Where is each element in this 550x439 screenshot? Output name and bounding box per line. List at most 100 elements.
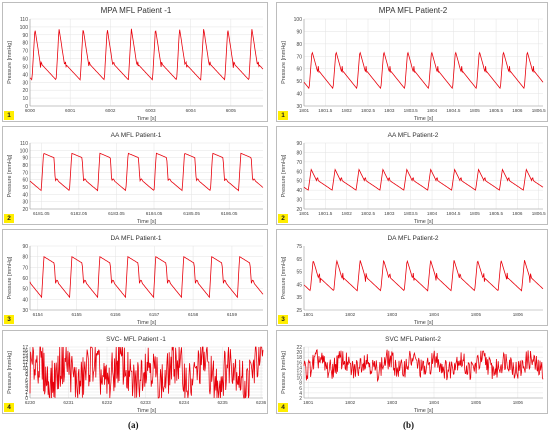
y-tick-label: 50: [296, 79, 302, 85]
x-tick-label: 1801: [299, 211, 310, 216]
y-tick-label: 90: [296, 141, 302, 147]
y-tick-label: 55: [296, 270, 302, 276]
y-tick-label: 90: [22, 244, 28, 250]
chart-panel: DA MFL Patient-1 30 40 50 60 70 80 90 6154 6155 61…: [2, 229, 268, 326]
x-tick-label: 1805.5: [489, 108, 503, 113]
x-tick-label: 6235: [217, 400, 228, 405]
series-line: [303, 349, 544, 383]
x-tick-label: 1802: [345, 400, 356, 405]
y-axis-label: Pressure [mmHg]: [7, 256, 13, 299]
x-tick-label: 1806: [513, 312, 524, 317]
x-tick-label: 1806: [513, 400, 524, 405]
y-axis-label: Pressure [mmHg]: [281, 256, 287, 299]
y-tick-label: 70: [22, 170, 28, 176]
x-tick-label: 1801.5: [318, 211, 332, 216]
y-tick-label: 70: [296, 160, 302, 166]
y-tick-label: 70: [296, 54, 302, 60]
x-tick-label: 6155: [71, 312, 82, 317]
y-tick-label: 75: [296, 244, 302, 250]
x-tick-label: 6230: [25, 400, 36, 405]
x-tick-label: 1802: [342, 211, 353, 216]
x-tick-label: 1803: [387, 400, 398, 405]
x-tick-label: 1806: [512, 211, 523, 216]
x-tick-label: 1804: [427, 108, 438, 113]
y-tick-label: 80: [296, 150, 302, 156]
chart-svg: AA MFL Patient-2 20 30 40 50 60 70 80 90 1801 1801…: [281, 132, 546, 225]
chart-panel: DA MFL Patient-2 25 35 45 55 65 75 1801 1802 1803…: [276, 229, 548, 326]
series-line: [29, 346, 264, 399]
x-tick-label: 1802.5: [361, 108, 375, 113]
chart-panel: AA MFL Patient-1 20 30 40 50 60 70 80 90 100 110 61…: [2, 126, 268, 225]
y-axis-label: Pressure [mmHg]: [7, 154, 13, 197]
y-axis-label: Pressure [mmHg]: [7, 351, 13, 394]
x-tick-label: 1804.5: [446, 211, 460, 216]
y-tick-label: 40: [22, 192, 28, 198]
x-tick-label: 1805: [471, 312, 482, 317]
x-tick-label: 6159: [227, 312, 238, 317]
chart-panel: SVC MFL Patient-2 2 4 6 8 10 12 14 16 18 20 22 1801 1…: [276, 330, 548, 414]
y-tick-label: 20: [296, 207, 302, 213]
caption-left: (a): [128, 420, 139, 430]
y-tick-label: 0: [25, 104, 28, 110]
x-tick-label: 1805: [470, 211, 481, 216]
x-tick-label: 1804: [429, 312, 440, 317]
y-tick-label: 50: [22, 185, 28, 191]
y-tick-label: 11: [23, 363, 28, 369]
x-tick-label: 1802: [345, 312, 356, 317]
x-tick-label: 1803: [384, 211, 395, 216]
y-tick-label: 80: [22, 255, 28, 261]
y-tick-label: 4: [25, 384, 28, 390]
y-tick-label: 110: [20, 141, 28, 147]
chart-title: MPA MFL Patient-2: [379, 6, 448, 15]
x-tick-label: 1801: [303, 312, 314, 317]
x-tick-label: 1803: [387, 312, 398, 317]
x-tick-label: 1801: [299, 108, 310, 113]
x-tick-label: 6231: [63, 400, 74, 405]
y-tick-label: 16: [22, 348, 28, 354]
x-tick-label: 6185.05: [183, 211, 200, 216]
y-tick-label: 3: [25, 387, 28, 393]
panel-number-badge: 3: [4, 315, 14, 324]
chart-title: SVC- MFL Patient -1: [106, 336, 166, 343]
panel-number-badge: 4: [4, 403, 14, 412]
x-tick-label: 1806: [512, 108, 523, 113]
x-tick-label: 6186.05: [221, 211, 238, 216]
x-tick-label: 1806.5: [532, 108, 546, 113]
y-tick-label: 8: [25, 372, 28, 378]
chart-svg: DA MFL Patient-1 30 40 50 60 70 80 90 6154 6155 61…: [7, 235, 264, 326]
x-tick-label: 1801.5: [318, 108, 332, 113]
chart-svg: SVC- MFL Patient -1012345678910111213141…: [7, 336, 267, 414]
series-line: [303, 168, 544, 191]
panel-number-badge: 2: [4, 214, 14, 223]
y-tick-label: 14: [296, 365, 302, 371]
y-axis-label: Pressure [mmHg]: [281, 351, 287, 394]
y-tick-label: 50: [296, 179, 302, 185]
series-line: [29, 152, 264, 192]
x-tick-label: 6183.05: [108, 211, 125, 216]
x-tick-label: 1805: [471, 400, 482, 405]
panel-number-badge: 1: [278, 111, 288, 120]
chart-title: SVC MFL Patient-2: [385, 336, 441, 343]
x-tick-label: 6001: [65, 108, 76, 113]
x-axis-label: Time [s]: [137, 116, 157, 122]
chart-svg: DA MFL Patient-2 25 35 45 55 65 75 1801 1802 1803…: [281, 235, 544, 326]
chart-title: DA MFL Patient-1: [110, 235, 161, 242]
y-tick-label: 20: [296, 350, 302, 356]
y-tick-label: 6: [299, 386, 302, 392]
y-tick-label: 50: [22, 64, 28, 70]
x-axis-label: Time [s]: [414, 408, 434, 414]
x-tick-label: 6002: [105, 108, 116, 113]
y-tick-label: 2: [25, 390, 28, 396]
chart-title: DA MFL Patient-2: [387, 235, 438, 242]
chart-title: AA MFL Patient-1: [111, 132, 162, 139]
y-tick-label: 25: [296, 308, 302, 314]
x-axis-label: Time [s]: [137, 320, 157, 326]
y-tick-label: 80: [22, 41, 28, 47]
panel-number-badge: 4: [278, 403, 288, 412]
y-tick-label: 1: [25, 393, 28, 399]
y-tick-label: 30: [296, 104, 302, 110]
x-axis-label: Time [s]: [414, 219, 434, 225]
chart-panel: MPA MFL Patient -1 0 10 20 30 40 50 60 70 80 90 100…: [2, 2, 268, 122]
